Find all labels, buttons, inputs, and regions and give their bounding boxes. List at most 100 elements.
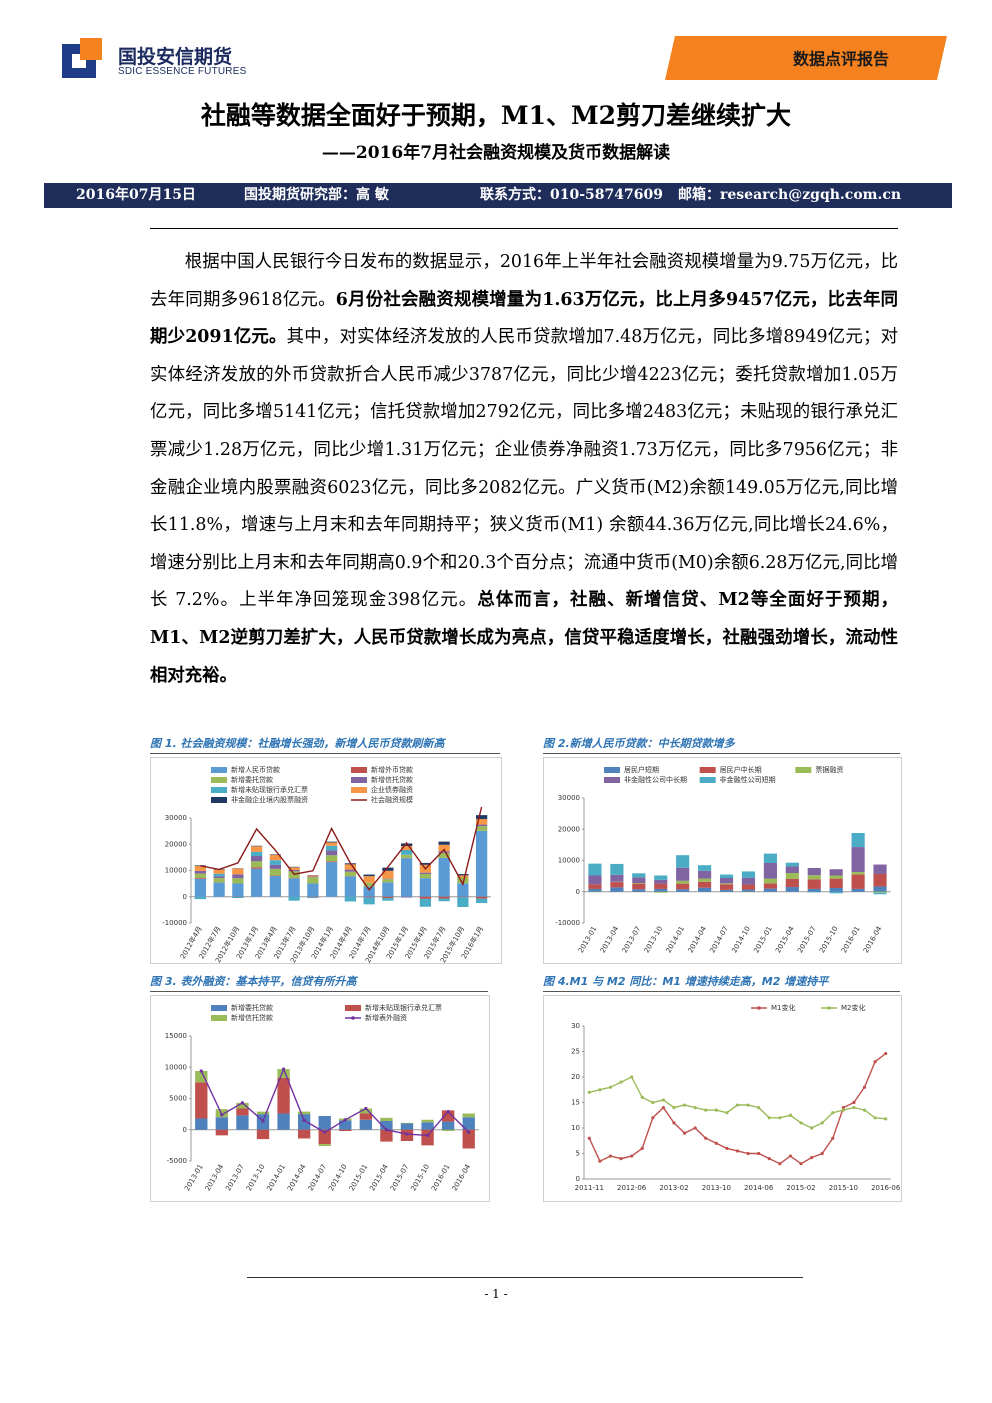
bar-segment [419, 878, 431, 897]
y-tick-label: 10000 [165, 867, 187, 875]
bar-segment [421, 1129, 434, 1146]
y-tick-label: -10000 [555, 919, 580, 927]
bar-segment [763, 878, 777, 884]
bar-segment [382, 867, 394, 871]
point [767, 1157, 771, 1161]
bar-segment [851, 833, 865, 848]
bar-segment [610, 863, 624, 875]
x-tick-label: 2013-07 [621, 925, 643, 954]
point [608, 1154, 613, 1158]
bar-segment [654, 888, 668, 892]
point [261, 1119, 265, 1123]
bar-segment [476, 896, 488, 899]
point [735, 1149, 740, 1153]
point [672, 1106, 676, 1110]
bar-segment [232, 874, 244, 879]
point [704, 1136, 708, 1140]
bar-segment [829, 878, 843, 888]
bar-segment [438, 841, 450, 845]
bar-segment [277, 1077, 290, 1114]
point [608, 1085, 613, 1089]
x-tick-label: 2014-06 [744, 1184, 774, 1192]
email: 邮箱：research@zgqh.com.cn [678, 187, 902, 203]
point [714, 1141, 718, 1145]
x-tick-label: 2011-11 [575, 1184, 604, 1192]
legend-marker [827, 1006, 831, 1010]
y-tick-label: 0 [576, 1175, 580, 1183]
y-tick-label: 15000 [165, 1032, 187, 1040]
bar-segment [400, 1122, 414, 1124]
point [810, 1126, 814, 1130]
bar-segment [232, 897, 244, 899]
bar-segment [380, 1121, 393, 1130]
bar-segment [251, 845, 263, 847]
bar-segment [256, 1111, 270, 1115]
bar-segment [213, 878, 225, 883]
bar-segment [873, 873, 887, 887]
bar-segment [382, 878, 394, 880]
bar-segment [326, 845, 338, 851]
bar-segment [632, 877, 646, 883]
bar-segment [213, 882, 225, 897]
bar-segment [232, 878, 244, 884]
y-tick-label: 25 [571, 1048, 580, 1056]
legend-label: 新增未贴现银行承兑汇票 [231, 785, 308, 794]
bar-segment [297, 1111, 311, 1115]
bar-segment [288, 896, 300, 901]
point [651, 1116, 655, 1120]
bar-segment [288, 869, 300, 872]
bar-segment [741, 877, 756, 885]
bar-segment [851, 888, 865, 892]
y-tick-label: 0 [183, 1126, 187, 1134]
logo-en: SDIC ESSENCE FUTURES [118, 66, 247, 77]
point [220, 1113, 224, 1117]
legend-label: 新增委托贷款 [231, 775, 273, 784]
y-tick-label: -5000 [167, 1157, 187, 1165]
bar-segment [326, 861, 338, 863]
bar-segment [719, 884, 734, 890]
legend-swatch [211, 1005, 227, 1011]
x-tick-label: 2015-01 [348, 1163, 370, 1192]
report-tag: 数据点评报告 [665, 36, 947, 80]
bar-segment [236, 1115, 249, 1130]
point [820, 1151, 824, 1156]
bar-segment [363, 897, 375, 898]
bar-segment [363, 876, 375, 883]
bar-segment [438, 852, 450, 858]
legend-swatch [604, 777, 620, 783]
x-tick-label: 2016-01 [430, 1163, 452, 1192]
logo-mark [62, 38, 102, 78]
bar-segment [719, 878, 734, 884]
point [693, 1106, 697, 1110]
legend-label: 非金融性公司短期 [720, 775, 776, 784]
bar-segment [401, 846, 413, 851]
x-tick-label: 2013-04 [204, 1163, 226, 1193]
point [746, 1103, 750, 1107]
point [587, 1136, 591, 1140]
bar-segment [269, 860, 281, 865]
bar-segment [719, 874, 734, 878]
bar-segment [588, 888, 602, 892]
point [788, 1154, 793, 1158]
bar-segment [344, 864, 356, 870]
bar-segment [400, 1123, 414, 1130]
bar-segment [588, 875, 602, 885]
legend-label: M1变化 [771, 1003, 796, 1012]
legend-label: 新增表外融资 [365, 1013, 407, 1022]
y-tick-label: 15 [571, 1099, 580, 1107]
point [778, 1116, 782, 1120]
bar-segment [476, 898, 488, 904]
rule [150, 228, 898, 229]
bar-segment [676, 889, 690, 892]
bar-segment [401, 854, 413, 858]
bar-segment [441, 1129, 455, 1131]
bar-segment [719, 889, 734, 892]
bar-segment [213, 873, 225, 877]
bar-segment [421, 1119, 434, 1123]
bar-segment [269, 875, 281, 876]
point [364, 1106, 368, 1111]
point [841, 1106, 845, 1110]
bar-segment [307, 875, 319, 877]
x-tick-label: 2015-01 [752, 925, 774, 954]
